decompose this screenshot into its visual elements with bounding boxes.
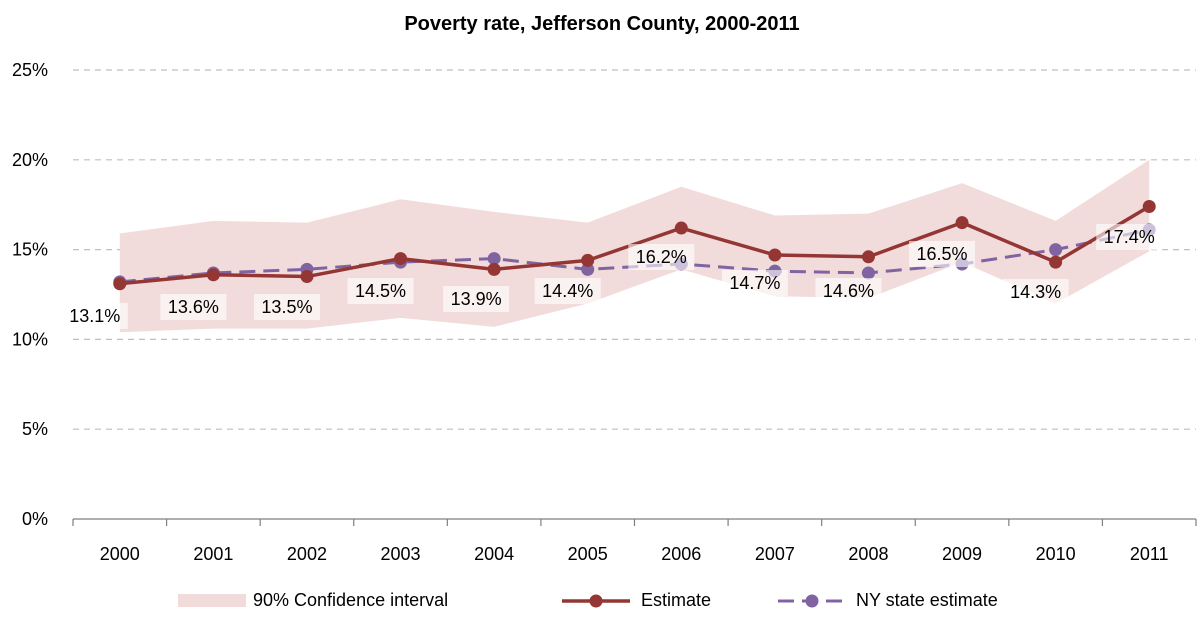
estimate-point [487, 262, 501, 276]
data-label: 14.3% [1010, 282, 1061, 302]
data-label-bg [815, 278, 882, 304]
data-labels: 13.1% 13.6% 13.5% 14.5% 13.9% 14.4% 16.2% 14.7%… [61, 224, 1163, 329]
legend-label-estimate: Estimate [641, 590, 711, 610]
legend-swatch-ny-state-marker [805, 594, 819, 608]
x-tick-label: 2007 [755, 544, 795, 564]
estimate-point [394, 252, 408, 266]
data-label-bg [721, 270, 788, 296]
data-label: 16.5% [917, 244, 968, 264]
data-label: 14.5% [355, 281, 406, 301]
x-tick-label: 2003 [381, 544, 421, 564]
data-label-bg [1002, 279, 1069, 305]
y-tick-label: 15% [12, 240, 48, 260]
y-tick-label: 25% [12, 60, 48, 80]
axes: 0% 5% 10% 15% 20% 25% 2000 2001 2002 2003 2004 2005… [12, 60, 1197, 564]
data-label-bg [253, 294, 320, 320]
ny-state-estimate-point [487, 252, 501, 266]
data-label: 13.1% [69, 306, 120, 326]
x-tick-label: 2005 [568, 544, 608, 564]
x-tick-label: 2006 [661, 544, 701, 564]
estimate-point [581, 253, 595, 267]
estimate-point [1049, 255, 1063, 269]
estimate-point [113, 277, 127, 291]
y-tick-label: 20% [12, 150, 48, 170]
x-tick-label: 2000 [100, 544, 140, 564]
data-label: 14.6% [823, 281, 874, 301]
data-label-bg [909, 241, 976, 267]
ny-state-estimate-point [861, 266, 875, 280]
x-tick-label: 2009 [942, 544, 982, 564]
estimate-point [300, 270, 314, 284]
data-label: 17.4% [1104, 227, 1155, 247]
legend-label-ny-state: NY state estimate [856, 590, 998, 610]
estimate-point [206, 268, 220, 282]
estimate-point [768, 248, 782, 262]
x-tick-label: 2010 [1036, 544, 1076, 564]
data-label-bg [1096, 224, 1163, 250]
data-label: 13.5% [261, 297, 312, 317]
y-tick-label: 5% [22, 419, 48, 439]
y-tick-label: 10% [12, 329, 48, 349]
ny-state-estimate-point [1049, 243, 1063, 257]
data-label-bg [628, 244, 695, 270]
y-tick-label: 0% [22, 509, 48, 529]
data-label-bg [160, 294, 227, 320]
legend-swatch-estimate-marker [589, 594, 603, 608]
estimate-point [674, 221, 688, 235]
estimate-point [955, 216, 969, 230]
x-tick-label: 2001 [193, 544, 233, 564]
chart-title: Poverty rate, Jefferson County, 2000-201… [404, 13, 799, 35]
data-label: 13.9% [451, 289, 502, 309]
data-label: 13.6% [168, 297, 219, 317]
legend: 90% Confidence interval Estimate NY state … [178, 590, 998, 610]
legend-swatch-confidence-interval [178, 594, 246, 607]
estimate-point [1142, 199, 1156, 213]
data-label-bg [534, 278, 601, 304]
ny-state-estimate-point [581, 262, 595, 276]
data-label-bg [347, 278, 414, 304]
estimate-point [861, 250, 875, 264]
x-tick-label: 2008 [848, 544, 888, 564]
data-label: 16.2% [636, 247, 687, 267]
data-label-bg [443, 286, 510, 312]
data-label-bg [61, 303, 128, 329]
x-tick-label: 2002 [287, 544, 327, 564]
legend-label-confidence-interval: 90% Confidence interval [253, 590, 448, 610]
data-label: 14.4% [542, 281, 593, 301]
x-tick-label: 2011 [1130, 544, 1169, 564]
x-tick-label: 2004 [474, 544, 514, 564]
data-label: 14.7% [729, 273, 780, 293]
